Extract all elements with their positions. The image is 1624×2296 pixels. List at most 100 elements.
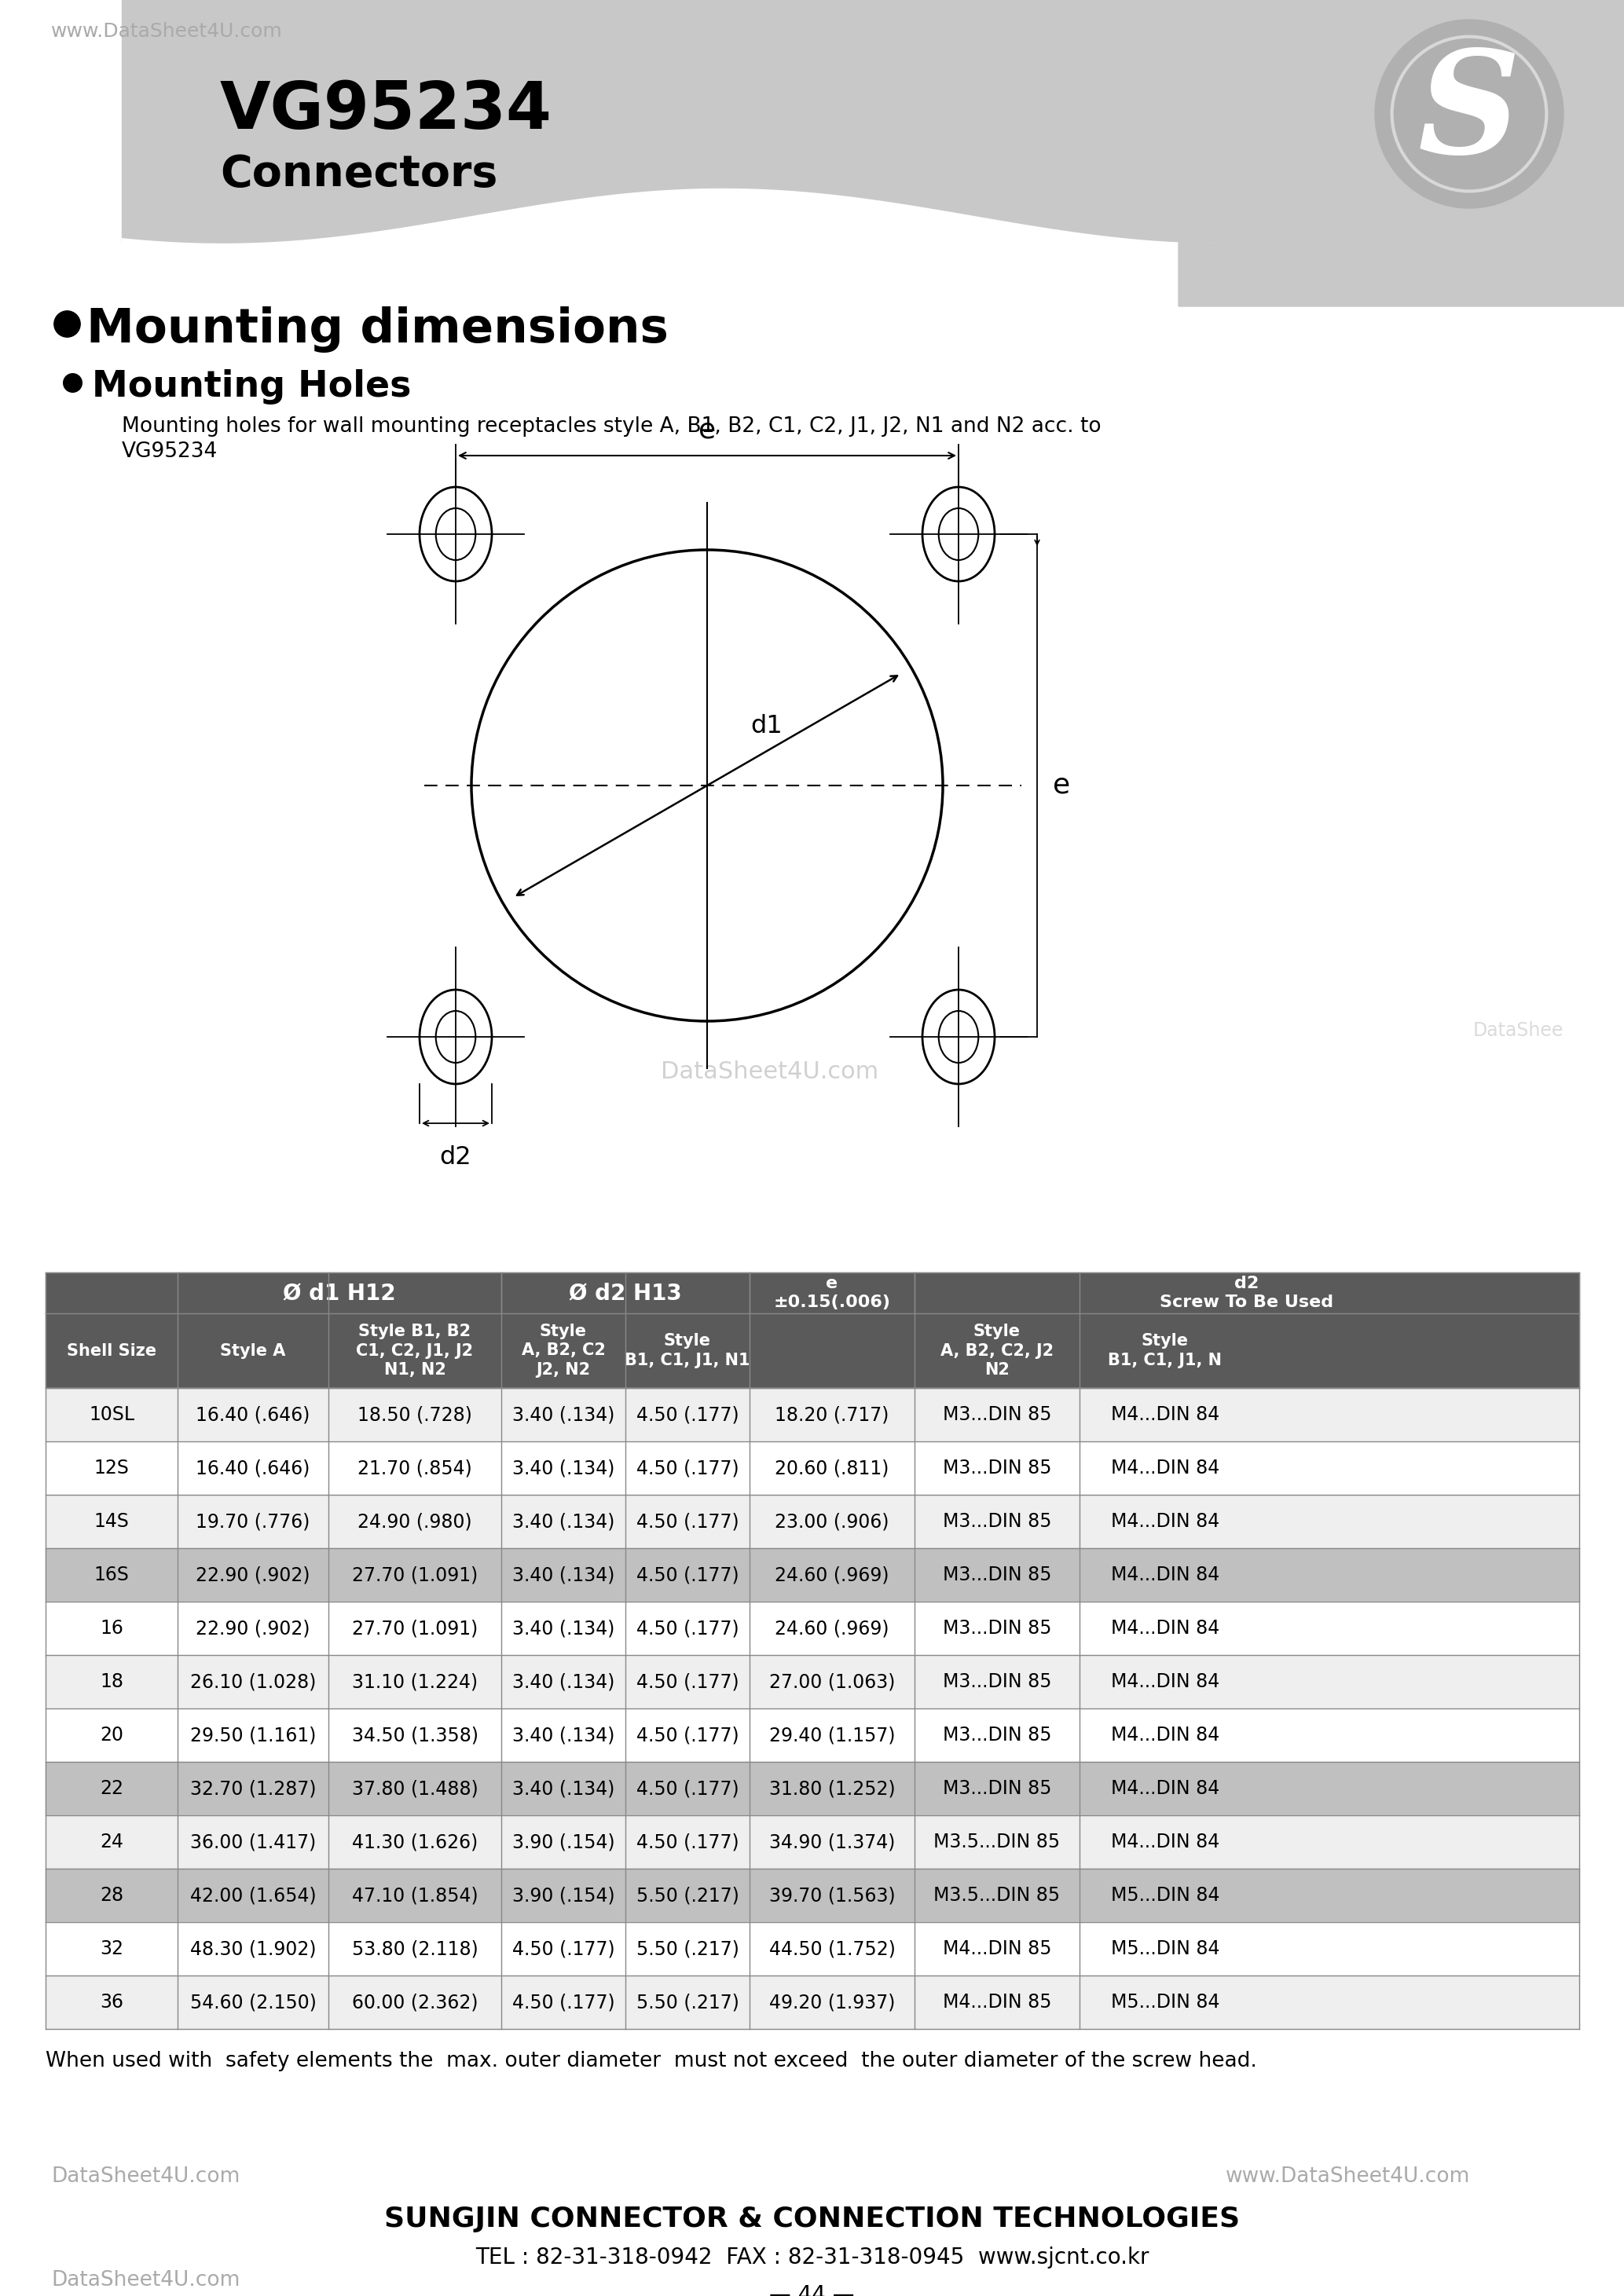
Text: 24: 24 <box>99 1832 123 1851</box>
Text: 4.50 (.177): 4.50 (.177) <box>637 1727 739 1745</box>
Text: 20: 20 <box>99 1727 123 1745</box>
Text: 3.40 (.134): 3.40 (.134) <box>512 1458 614 1479</box>
Text: 4.50 (.177): 4.50 (.177) <box>637 1458 739 1479</box>
Text: 4.50 (.177): 4.50 (.177) <box>637 1779 739 1798</box>
Text: 3.90 (.154): 3.90 (.154) <box>512 1832 614 1851</box>
Text: DataSheet4U.com: DataSheet4U.com <box>661 1061 879 1084</box>
Text: 19.70 (.776): 19.70 (.776) <box>197 1513 310 1531</box>
Bar <box>45 1389 1579 1442</box>
Text: 29.50 (1.161): 29.50 (1.161) <box>190 1727 317 1745</box>
Text: 5.50 (.217): 5.50 (.217) <box>637 1940 739 1958</box>
Text: Style A: Style A <box>221 1343 286 1359</box>
Text: Shell Size: Shell Size <box>67 1343 156 1359</box>
Text: 3.40 (.134): 3.40 (.134) <box>512 1619 614 1637</box>
Text: — 44 —: — 44 — <box>770 2285 854 2296</box>
Circle shape <box>1376 21 1564 209</box>
Text: VG95234: VG95234 <box>122 441 218 461</box>
Text: 4.50 (.177): 4.50 (.177) <box>637 1405 739 1424</box>
Text: M3...DIN 85: M3...DIN 85 <box>942 1779 1051 1798</box>
Text: www.DataSheet4U.com: www.DataSheet4U.com <box>1226 2167 1470 2186</box>
Text: M4...DIN 84: M4...DIN 84 <box>1111 1513 1220 1531</box>
Text: M4...DIN 85: M4...DIN 85 <box>942 1993 1051 2011</box>
Text: M4...DIN 85: M4...DIN 85 <box>942 1940 1051 1958</box>
Text: 16.40 (.646): 16.40 (.646) <box>197 1458 310 1479</box>
Text: 10SL: 10SL <box>89 1405 135 1424</box>
Text: 47.10 (1.854): 47.10 (1.854) <box>352 1885 477 1906</box>
Bar <box>45 1816 1579 1869</box>
Text: Mounting dimensions: Mounting dimensions <box>86 305 669 354</box>
Text: 36.00 (1.417): 36.00 (1.417) <box>190 1832 317 1851</box>
Text: S: S <box>1418 44 1520 184</box>
Text: 44.50 (1.752): 44.50 (1.752) <box>768 1940 895 1958</box>
Bar <box>45 1603 1579 1655</box>
Text: d2
Screw To Be Used: d2 Screw To Be Used <box>1160 1277 1333 1311</box>
Text: M3.5...DIN 85: M3.5...DIN 85 <box>934 1832 1060 1851</box>
Text: 27.70 (1.091): 27.70 (1.091) <box>352 1566 477 1584</box>
Text: M3...DIN 85: M3...DIN 85 <box>942 1566 1051 1584</box>
Text: M3...DIN 85: M3...DIN 85 <box>942 1619 1051 1637</box>
Text: 32: 32 <box>99 1940 123 1958</box>
Text: Style
A, B2, C2, J2
N2: Style A, B2, C2, J2 N2 <box>940 1322 1054 1378</box>
Text: 22.90 (.902): 22.90 (.902) <box>197 1566 310 1584</box>
Text: 18.50 (.728): 18.50 (.728) <box>357 1405 473 1424</box>
Text: 21.70 (.854): 21.70 (.854) <box>357 1458 473 1479</box>
Text: M5...DIN 84: M5...DIN 84 <box>1111 1940 1220 1958</box>
Bar <box>45 1975 1579 2030</box>
Text: M4...DIN 84: M4...DIN 84 <box>1111 1779 1220 1798</box>
Text: 22: 22 <box>99 1779 123 1798</box>
Text: M4...DIN 84: M4...DIN 84 <box>1111 1619 1220 1637</box>
Text: 20.60 (.811): 20.60 (.811) <box>775 1458 890 1479</box>
Text: 18: 18 <box>99 1671 123 1692</box>
Bar <box>45 1761 1579 1816</box>
Text: When used with  safety elements the  max. outer diameter  must not exceed  the o: When used with safety elements the max. … <box>45 2050 1257 2071</box>
Text: M4...DIN 84: M4...DIN 84 <box>1111 1727 1220 1745</box>
Text: 34.90 (1.374): 34.90 (1.374) <box>770 1832 895 1851</box>
Text: Style
A, B2, C2
J2, N2: Style A, B2, C2 J2, N2 <box>521 1322 606 1378</box>
Bar <box>45 1869 1579 1922</box>
Text: M3...DIN 85: M3...DIN 85 <box>942 1727 1051 1745</box>
Text: d2: d2 <box>440 1146 471 1169</box>
Text: 3.40 (.134): 3.40 (.134) <box>512 1405 614 1424</box>
Text: DataSheet4U.com: DataSheet4U.com <box>50 2167 240 2186</box>
Text: 24.60 (.969): 24.60 (.969) <box>775 1619 890 1637</box>
Text: M5...DIN 84: M5...DIN 84 <box>1111 1993 1220 2011</box>
Text: 4.50 (.177): 4.50 (.177) <box>637 1671 739 1692</box>
Text: 16: 16 <box>99 1619 123 1637</box>
Text: e: e <box>698 418 716 443</box>
Text: 3.40 (.134): 3.40 (.134) <box>512 1727 614 1745</box>
Text: 28: 28 <box>99 1885 123 1906</box>
Text: M5...DIN 84: M5...DIN 84 <box>1111 1885 1220 1906</box>
Text: 3.90 (.154): 3.90 (.154) <box>512 1885 614 1906</box>
Bar <box>45 1272 1579 1313</box>
Bar <box>122 0 1624 243</box>
Text: Ø d1 H12: Ø d1 H12 <box>283 1281 396 1304</box>
Text: e: e <box>1052 771 1070 799</box>
Text: M3.5...DIN 85: M3.5...DIN 85 <box>934 1885 1060 1906</box>
Text: 42.00 (1.654): 42.00 (1.654) <box>190 1885 317 1906</box>
Text: Mounting holes for wall mounting receptacles style A, B1, B2, C1, C2, J1, J2, N1: Mounting holes for wall mounting recepta… <box>122 416 1101 436</box>
Text: 4.50 (.177): 4.50 (.177) <box>512 1940 614 1958</box>
Text: M3...DIN 85: M3...DIN 85 <box>942 1513 1051 1531</box>
Text: 26.10 (1.028): 26.10 (1.028) <box>190 1671 317 1692</box>
Text: 39.70 (1.563): 39.70 (1.563) <box>768 1885 895 1906</box>
Text: 32.70 (1.287): 32.70 (1.287) <box>190 1779 317 1798</box>
Text: 4.50 (.177): 4.50 (.177) <box>637 1566 739 1584</box>
Text: 3.40 (.134): 3.40 (.134) <box>512 1671 614 1692</box>
Text: M4...DIN 84: M4...DIN 84 <box>1111 1566 1220 1584</box>
Text: DataSheet4U.com: DataSheet4U.com <box>50 2271 240 2291</box>
Text: 5.50 (.217): 5.50 (.217) <box>637 1993 739 2011</box>
Bar <box>45 1655 1579 1708</box>
Text: 54.60 (2.150): 54.60 (2.150) <box>190 1993 317 2011</box>
Text: 34.50 (1.358): 34.50 (1.358) <box>351 1727 477 1745</box>
Text: M3...DIN 85: M3...DIN 85 <box>942 1458 1051 1479</box>
Text: e
±0.15(.006): e ±0.15(.006) <box>773 1274 890 1311</box>
Text: M4...DIN 84: M4...DIN 84 <box>1111 1458 1220 1479</box>
Text: 4.50 (.177): 4.50 (.177) <box>637 1619 739 1637</box>
Text: 4.50 (.177): 4.50 (.177) <box>637 1832 739 1851</box>
Text: 4.50 (.177): 4.50 (.177) <box>512 1993 614 2011</box>
Bar <box>45 1708 1579 1761</box>
Text: 14S: 14S <box>94 1513 130 1531</box>
Bar <box>45 1313 1579 1389</box>
Bar <box>45 1922 1579 1975</box>
Text: d1: d1 <box>750 714 783 739</box>
